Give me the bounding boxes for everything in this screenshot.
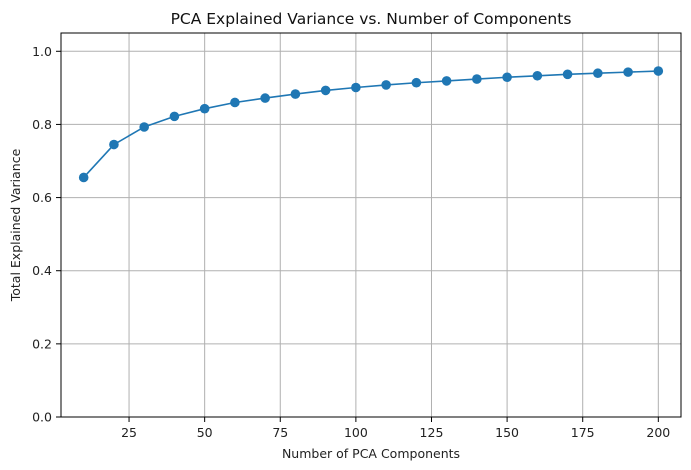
y-tick-label: 0.8 [32, 117, 52, 132]
x-tick-label: 100 [344, 425, 368, 440]
data-point-marker [78, 172, 89, 183]
data-point-marker [441, 76, 452, 86]
y-axis-label: Total Explained Variance [8, 148, 23, 302]
data-point-marker [139, 122, 149, 132]
data-point-marker [320, 85, 331, 96]
x-tick-label: 125 [420, 425, 444, 440]
grid-layer [61, 33, 681, 418]
data-point-marker [653, 66, 664, 76]
data-point-marker [169, 111, 180, 122]
y-tick-label: 0.6 [32, 190, 52, 205]
data-point-marker [411, 77, 422, 88]
x-tick-label: 175 [571, 425, 595, 440]
data-point-marker [593, 68, 603, 79]
tick-layer: 25 50 75 100 125 150 175 200 0.0 0.2 0.4 0.6 0.8 1.0 [32, 44, 670, 440]
x-tick-label: 50 [197, 425, 213, 440]
data-point-marker [290, 89, 301, 99]
series-line [83, 70, 659, 179]
data-point-marker [109, 139, 119, 150]
y-tick-label: 1.0 [32, 44, 52, 59]
chart-title: PCA Explained Variance vs. Number of Com… [171, 10, 572, 28]
series-layer [78, 66, 664, 183]
x-tick-label: 25 [121, 425, 137, 440]
x-axis-label: Number of PCA Components [282, 446, 460, 461]
y-tick-label: 0.4 [32, 263, 52, 278]
x-tick-label: 150 [495, 425, 519, 440]
x-tick-label: 75 [272, 425, 288, 440]
data-point-marker [472, 74, 482, 84]
data-point-marker [381, 80, 391, 90]
data-point-marker [351, 82, 361, 93]
x-tick-label: 200 [646, 425, 670, 440]
data-point-marker [502, 72, 512, 83]
y-tick-label: 0.2 [32, 336, 52, 351]
data-point-marker [260, 93, 270, 103]
data-point-marker [230, 97, 240, 108]
data-point-marker [199, 103, 210, 114]
data-point-marker [562, 69, 573, 80]
plot-frame [60, 32, 682, 418]
y-tick-label: 0.0 [32, 410, 52, 425]
data-point-marker [532, 70, 543, 81]
data-point-marker [623, 67, 633, 77]
